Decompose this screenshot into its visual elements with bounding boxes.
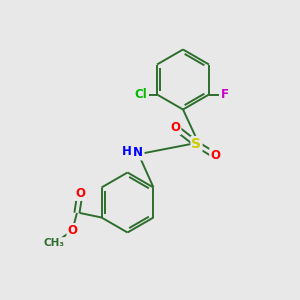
Text: O: O xyxy=(75,187,85,200)
Text: F: F xyxy=(220,88,229,101)
Text: O: O xyxy=(170,121,181,134)
Text: O: O xyxy=(68,224,77,237)
Text: CH₃: CH₃ xyxy=(44,238,65,248)
Text: H: H xyxy=(122,145,131,158)
Text: S: S xyxy=(191,137,202,151)
Text: O: O xyxy=(210,149,220,162)
Text: N: N xyxy=(133,146,143,160)
Text: Cl: Cl xyxy=(134,88,147,101)
